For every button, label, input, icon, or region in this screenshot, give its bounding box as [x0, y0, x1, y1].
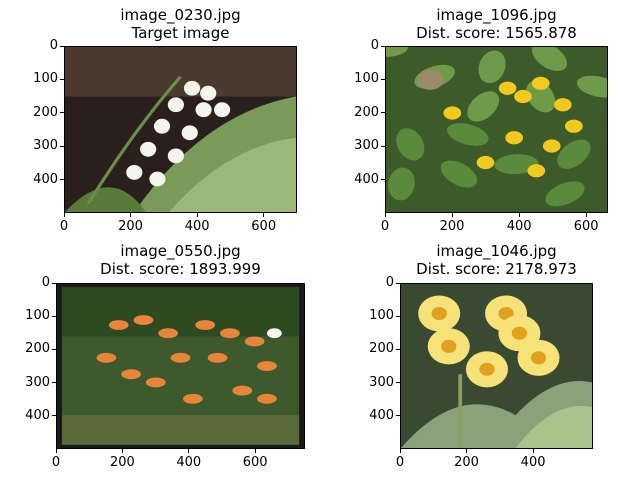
- y-tick-label: 400: [33, 171, 58, 187]
- x-tick-label: 400: [506, 219, 532, 234]
- x-tick-label: 200: [118, 219, 143, 234]
- image-axes: [385, 46, 608, 213]
- y-tick-label: 200: [33, 104, 58, 120]
- y-tick-label: 100: [25, 308, 50, 324]
- y-tick-mark: [60, 145, 64, 147]
- x-tick-mark: [466, 449, 468, 453]
- y-tick-mark: [381, 112, 385, 114]
- x-tick-mark: [121, 449, 123, 453]
- y-tick-mark: [52, 382, 56, 384]
- y-tick-label: 0: [41, 275, 50, 290]
- x-tick-mark: [263, 213, 265, 217]
- flower-photo: [401, 284, 592, 448]
- y-tick-label: 300: [33, 138, 58, 154]
- y-tick-label: 300: [369, 374, 394, 390]
- y-tick-mark: [396, 415, 400, 417]
- image-axes: [64, 46, 297, 213]
- x-tick-label: 200: [439, 219, 465, 234]
- y-tick-label: 0: [385, 275, 394, 290]
- panel-title-filename: image_1096.jpg: [436, 6, 557, 24]
- x-tick-mark: [399, 449, 401, 453]
- x-tick-mark: [518, 213, 520, 217]
- x-tick-mark: [451, 213, 453, 217]
- y-tick-mark: [396, 282, 400, 284]
- image-axes: [56, 283, 305, 449]
- y-tick-mark: [381, 179, 385, 181]
- y-tick-mark: [52, 282, 56, 284]
- x-tick-mark: [254, 449, 256, 453]
- x-tick-label: 400: [176, 455, 202, 470]
- panel-title-filename: image_1046.jpg: [436, 242, 557, 260]
- y-tick-label: 100: [33, 71, 58, 87]
- x-tick-mark: [585, 213, 587, 217]
- x-tick-mark: [384, 213, 386, 217]
- y-tick-mark: [52, 415, 56, 417]
- panel-title: image_1096.jpg Dist. score: 1565.878: [377, 6, 617, 42]
- x-tick-label: 0: [395, 455, 405, 470]
- panel-title: image_0230.jpg Target image: [61, 6, 301, 42]
- y-tick-label: 400: [369, 407, 394, 423]
- x-tick-label: 600: [573, 219, 599, 234]
- x-tick-label: 0: [380, 219, 390, 234]
- y-tick-label: 100: [369, 308, 394, 324]
- x-tick-mark: [188, 449, 190, 453]
- x-tick-label: 200: [109, 455, 135, 470]
- panel-title-score: Dist. score: 1893.999: [100, 260, 261, 278]
- y-tick-mark: [60, 112, 64, 114]
- y-tick-label: 300: [354, 138, 379, 154]
- y-tick-mark: [396, 382, 400, 384]
- y-tick-mark: [381, 78, 385, 80]
- panel-title: image_1046.jpg Dist. score: 2178.973: [377, 242, 617, 278]
- x-tick-label: 400: [520, 455, 546, 470]
- x-tick-label: 400: [184, 219, 210, 234]
- y-tick-mark: [52, 348, 56, 350]
- image-axes: [400, 283, 593, 449]
- y-tick-label: 0: [370, 38, 379, 53]
- x-tick-mark: [63, 213, 65, 217]
- y-tick-label: 400: [25, 407, 50, 423]
- panel-title-score: Target image: [131, 24, 230, 42]
- flower-photo: [65, 47, 296, 212]
- x-tick-mark: [196, 213, 198, 217]
- x-tick-label: 200: [454, 455, 479, 470]
- panel-title-filename: image_0230.jpg: [120, 6, 241, 24]
- y-tick-mark: [381, 45, 385, 47]
- panel-title: image_0550.jpg Dist. score: 1893.999: [61, 242, 301, 278]
- y-tick-label: 300: [25, 374, 50, 390]
- flower-photo: [386, 47, 607, 212]
- y-tick-label: 200: [354, 104, 379, 120]
- x-tick-label: 0: [59, 219, 69, 234]
- y-tick-mark: [396, 348, 400, 350]
- flower-photo: [57, 284, 304, 448]
- y-tick-mark: [396, 315, 400, 317]
- y-tick-mark: [60, 45, 64, 47]
- y-tick-label: 100: [354, 71, 379, 87]
- x-tick-mark: [55, 449, 57, 453]
- panel-title-score: Dist. score: 1565.878: [416, 24, 577, 42]
- x-tick-label: 600: [242, 455, 268, 470]
- y-tick-mark: [60, 78, 64, 80]
- y-tick-mark: [381, 145, 385, 147]
- x-tick-label: 600: [251, 219, 277, 234]
- y-tick-mark: [52, 315, 56, 317]
- x-tick-mark: [532, 449, 534, 453]
- y-tick-label: 200: [369, 341, 394, 357]
- panel-title-score: Dist. score: 2178.973: [416, 260, 577, 278]
- x-tick-label: 0: [51, 455, 61, 470]
- x-tick-mark: [130, 213, 132, 217]
- y-tick-label: 400: [354, 171, 379, 187]
- panel-title-filename: image_0550.jpg: [120, 242, 241, 260]
- y-tick-mark: [60, 179, 64, 181]
- y-tick-label: 0: [49, 38, 58, 53]
- y-tick-label: 200: [25, 341, 50, 357]
